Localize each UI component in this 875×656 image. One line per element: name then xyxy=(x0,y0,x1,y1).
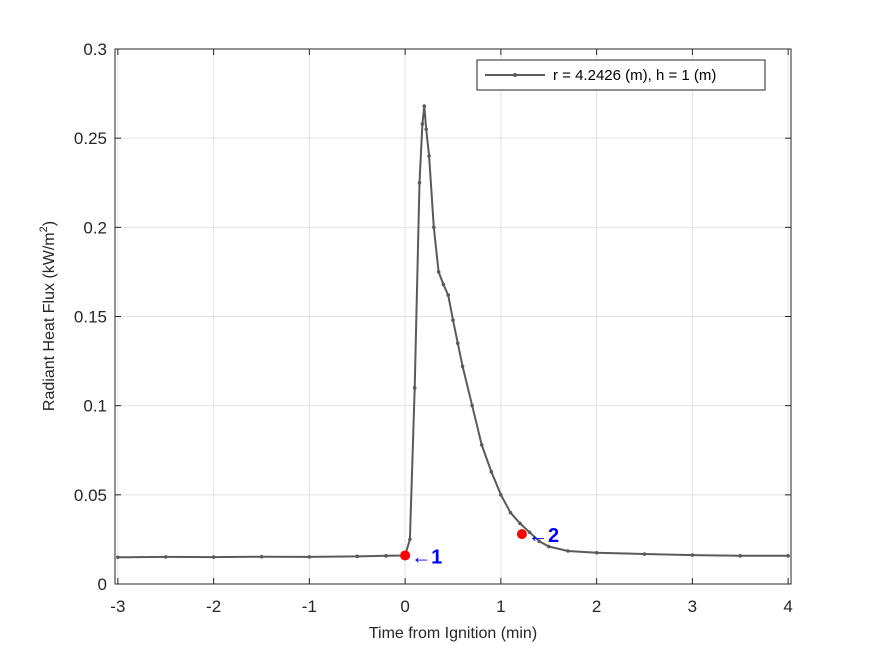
series-point xyxy=(211,555,216,559)
series-point xyxy=(479,443,484,447)
series-point xyxy=(163,555,168,559)
series-point xyxy=(499,493,503,497)
series-point xyxy=(489,469,494,474)
series-point xyxy=(422,104,427,108)
y-tick-label: 0.1 xyxy=(83,397,107,416)
series-point xyxy=(566,549,570,553)
y-axis-label-main: Radiant Heat Flux (kW/m xyxy=(41,232,58,411)
series-point xyxy=(738,554,743,558)
legend-label: r = 4.2426 (m), h = 1 (m) xyxy=(553,67,716,84)
y-tick-label: 0.05 xyxy=(74,486,107,505)
series-point xyxy=(470,403,474,408)
series-point xyxy=(408,537,412,542)
series-point xyxy=(508,510,513,515)
series-point xyxy=(307,555,312,559)
series-point xyxy=(427,154,431,158)
y-axis-label-close: ) xyxy=(41,221,58,226)
series-point xyxy=(527,530,532,535)
x-tick-label: -1 xyxy=(302,597,317,616)
series-point xyxy=(441,282,446,287)
y-axis-label: Radiant Heat Flux (kW/m2) xyxy=(38,221,58,411)
y-tick-label: 0.2 xyxy=(83,218,107,237)
series-point xyxy=(412,386,417,390)
series-layer xyxy=(116,104,790,560)
x-tick-label: 0 xyxy=(400,597,409,616)
y-tick-label: 0.15 xyxy=(74,308,107,327)
annotation-marker xyxy=(400,550,411,561)
series-point xyxy=(642,552,647,556)
series-point xyxy=(786,554,790,558)
y-axis-label-sup: 2 xyxy=(38,226,50,232)
annotation-label: ←1 xyxy=(411,546,442,568)
x-tick-label: 4 xyxy=(783,597,792,616)
x-axis-ticks: -3 -2 -1 0 1 2 3 4 xyxy=(110,49,793,616)
series-point xyxy=(594,550,599,555)
y-tick-label: 0.25 xyxy=(74,129,107,148)
series-point xyxy=(417,180,422,185)
series-point xyxy=(384,554,388,558)
series-point xyxy=(259,554,264,559)
series-point xyxy=(420,122,425,126)
y-tick-label: 0.3 xyxy=(83,40,107,59)
x-tick-label: -3 xyxy=(110,597,125,616)
series-point xyxy=(446,293,451,297)
x-tick-label: 3 xyxy=(688,597,697,616)
series-point xyxy=(546,544,551,549)
series-point xyxy=(424,127,428,132)
legend-marker xyxy=(513,73,517,77)
annotation-marker xyxy=(516,529,527,540)
series-point xyxy=(537,539,541,543)
series-point xyxy=(436,270,441,274)
annotation-label: ←2 xyxy=(528,525,559,547)
series-point xyxy=(518,521,522,526)
y-tick-label: 0 xyxy=(98,575,107,594)
x-tick-label: 1 xyxy=(496,597,505,616)
series-point xyxy=(116,555,120,560)
series-point xyxy=(460,364,465,369)
series-point xyxy=(690,553,695,557)
x-tick-label: -2 xyxy=(206,597,221,616)
series-point xyxy=(451,318,455,322)
x-tick-label: 2 xyxy=(592,597,601,616)
x-axis-label: Time from Ignition (min) xyxy=(369,625,537,642)
annotation-layer: ←1 ←2 xyxy=(400,525,559,568)
series-point xyxy=(455,341,460,346)
series-point xyxy=(432,225,436,230)
y-axis-ticks: 0 0.05 0.1 0.15 0.2 0.25 0.3 xyxy=(74,40,791,594)
legend: r = 4.2426 (m), h = 1 (m) xyxy=(476,59,766,91)
series-point xyxy=(355,554,360,559)
